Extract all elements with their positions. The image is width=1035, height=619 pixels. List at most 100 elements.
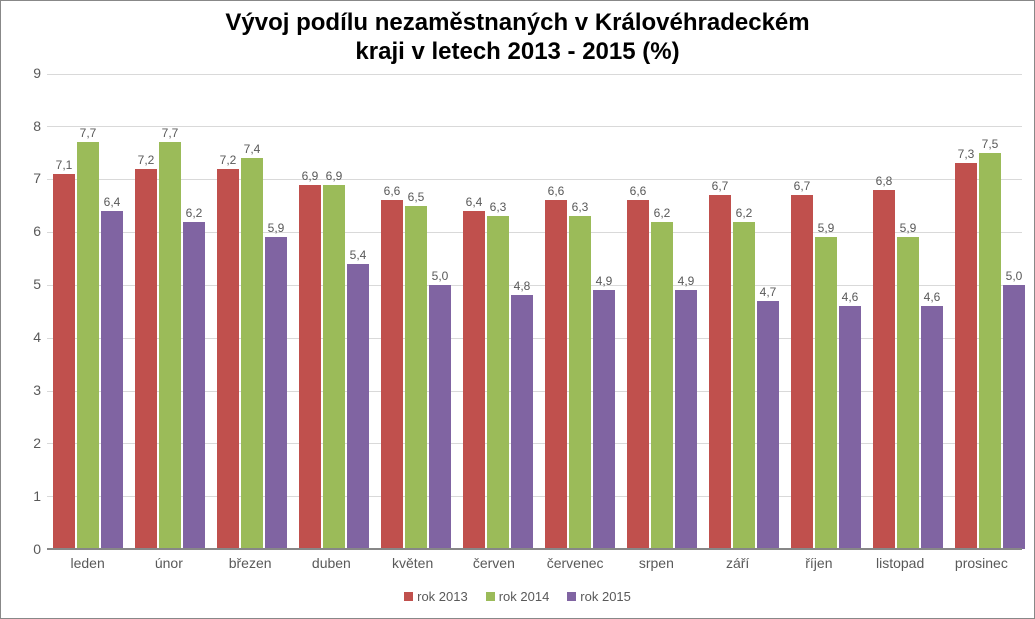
bar-value-label: 6,7	[794, 179, 811, 193]
bar-value-label: 4,6	[924, 290, 941, 304]
x-tick-label: červenec	[535, 549, 616, 583]
bar-group: 6,66,34,9	[539, 74, 621, 549]
bar-value-label: 6,9	[302, 169, 319, 183]
y-tick-label: 6	[33, 223, 41, 239]
bar: 6,6	[545, 200, 567, 549]
bar-value-label: 7,2	[220, 153, 237, 167]
plot-row: 0123456789 7,17,76,47,27,76,27,27,45,96,…	[13, 73, 1022, 549]
bar: 4,6	[839, 306, 861, 549]
bar: 4,9	[593, 290, 615, 549]
bar-value-label: 5,9	[268, 221, 285, 235]
bar-value-label: 5,0	[432, 269, 449, 283]
bar: 5,9	[897, 237, 919, 549]
bar: 6,9	[299, 185, 321, 549]
bar-group: 7,27,45,9	[211, 74, 293, 549]
bar-value-label: 6,3	[490, 200, 507, 214]
legend-swatch	[404, 592, 413, 601]
bar: 4,7	[757, 301, 779, 549]
y-tick-label: 5	[33, 276, 41, 292]
bar: 4,9	[675, 290, 697, 549]
bar: 4,8	[511, 295, 533, 549]
bar: 6,6	[381, 200, 403, 549]
legend: rok 2013 rok 2014 rok 2015	[13, 589, 1022, 608]
x-tick-label: červen	[453, 549, 534, 583]
bar: 6,5	[405, 206, 427, 549]
y-tick-label: 7	[33, 170, 41, 186]
chart-container: Vývoj podílu nezaměstnaných v Královéhra…	[0, 0, 1035, 619]
bar-value-label: 6,2	[736, 206, 753, 220]
bar-value-label: 6,2	[654, 206, 671, 220]
bar: 6,4	[463, 211, 485, 549]
bar: 6,3	[569, 216, 591, 549]
bar: 5,0	[1003, 285, 1025, 549]
x-tick-label: prosinec	[941, 549, 1022, 583]
bar: 7,7	[159, 142, 181, 549]
legend-swatch	[567, 592, 576, 601]
bar-value-label: 4,8	[514, 279, 531, 293]
y-tick-label: 1	[33, 488, 41, 504]
legend-item: rok 2013	[404, 589, 468, 604]
bar-group: 7,2 7,7 6,2	[129, 74, 211, 549]
chart-title-line1: Vývoj podílu nezaměstnaných v Královéhra…	[13, 9, 1022, 38]
bar: 6,8	[873, 190, 895, 549]
bar: 5,9	[265, 237, 287, 549]
bar: 7,7	[77, 142, 99, 549]
y-tick-label: 4	[33, 329, 41, 345]
bar-value-label: 6,9	[326, 169, 343, 183]
plot-area: 7,17,76,47,27,76,27,27,45,96,96,95,46,66…	[47, 73, 1022, 549]
bar: 6,2	[733, 222, 755, 550]
x-tick-label: květen	[372, 549, 453, 583]
bar-group: 6,96,95,4	[293, 74, 375, 549]
y-tick-label: 3	[33, 382, 41, 398]
bar-value-label: 5,4	[350, 248, 367, 262]
bar-value-label: 6,8	[876, 174, 893, 188]
y-tick-label: 2	[33, 435, 41, 451]
bar-group: 6,85,94,6	[867, 74, 949, 549]
y-tick-label: 8	[33, 118, 41, 134]
bars-layer: 7,17,76,47,27,76,27,27,45,96,96,95,46,66…	[47, 74, 1022, 549]
bar-group: 6,4 6,3 4,8	[457, 74, 539, 549]
bar-value-label: 7,7	[80, 126, 97, 140]
x-tick-label: březen	[210, 549, 291, 583]
bar-value-label: 4,7	[760, 285, 777, 299]
x-tick-label: listopad	[860, 549, 941, 583]
bar-value-label: 6,6	[630, 184, 647, 198]
x-tick-label: září	[697, 549, 778, 583]
bar-value-label: 5,0	[1006, 269, 1023, 283]
y-axis: 0123456789	[13, 73, 47, 549]
bar: 7,4	[241, 158, 263, 549]
bar-value-label: 7,3	[958, 147, 975, 161]
bar: 5,9	[815, 237, 837, 549]
legend-swatch	[486, 592, 495, 601]
bar: 6,6	[627, 200, 649, 549]
bar-value-label: 6,4	[466, 195, 483, 209]
bar: 6,4	[101, 211, 123, 549]
bar: 5,0	[429, 285, 451, 549]
bar-value-label: 6,2	[186, 206, 203, 220]
x-axis: ledenúnorbřezendubenkvětenčervenčervenec…	[47, 549, 1022, 583]
x-tick-label: říjen	[778, 549, 859, 583]
bar-value-label: 4,9	[678, 274, 695, 288]
bar-value-label: 6,7	[712, 179, 729, 193]
legend-item: rok 2015	[567, 589, 631, 604]
x-tick-label: leden	[47, 549, 128, 583]
bar-value-label: 4,6	[842, 290, 859, 304]
bar-value-label: 5,9	[818, 221, 835, 235]
x-axis-line	[47, 548, 1022, 549]
bar-value-label: 6,6	[548, 184, 565, 198]
bar: 5,4	[347, 264, 369, 549]
bar-value-label: 6,4	[104, 195, 121, 209]
bar: 6,2	[651, 222, 673, 550]
y-tick-label: 0	[33, 541, 41, 557]
bar-value-label: 7,4	[244, 142, 261, 156]
bar: 6,9	[323, 185, 345, 549]
bar-group: 7,17,76,4	[47, 74, 129, 549]
legend-label: rok 2015	[580, 589, 631, 604]
legend-item: rok 2014	[486, 589, 550, 604]
bar-value-label: 7,2	[138, 153, 155, 167]
bar-value-label: 4,9	[596, 274, 613, 288]
bar: 4,6	[921, 306, 943, 549]
bar: 6,7	[791, 195, 813, 549]
bar-group: 6,75,94,6	[785, 74, 867, 549]
x-tick-label: duben	[291, 549, 372, 583]
